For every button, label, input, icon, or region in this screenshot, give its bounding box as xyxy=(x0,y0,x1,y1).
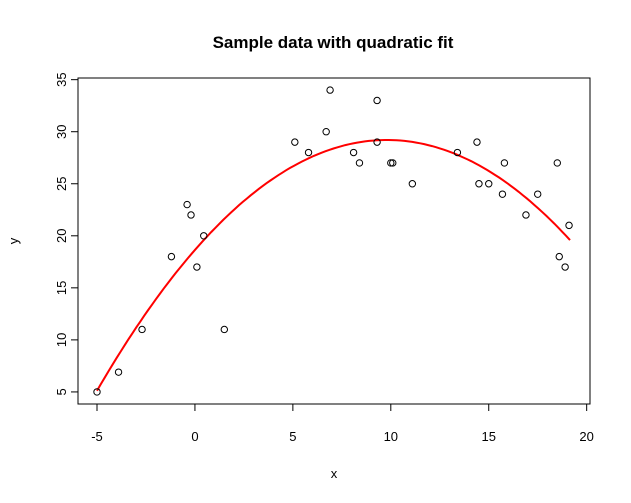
data-point xyxy=(193,263,201,271)
x-tick-label: 0 xyxy=(191,429,198,444)
data-point xyxy=(387,159,395,167)
data-point xyxy=(114,368,123,376)
data-point xyxy=(565,221,573,230)
data-point xyxy=(408,180,417,188)
data-point xyxy=(167,252,176,261)
data-point xyxy=(220,325,229,334)
data-point xyxy=(500,159,509,167)
x-tick-label: 10 xyxy=(384,429,398,444)
data-point xyxy=(326,86,334,94)
plot-box xyxy=(77,77,591,405)
y-tick-label: 10 xyxy=(54,333,69,347)
data-point xyxy=(291,138,299,146)
y-tick-label: 35 xyxy=(54,72,69,86)
data-point xyxy=(534,190,542,198)
data-point xyxy=(553,159,561,167)
data-point xyxy=(561,263,569,271)
data-point xyxy=(498,190,507,198)
data-point xyxy=(373,96,381,105)
y-tick-label: 20 xyxy=(54,229,69,243)
data-point xyxy=(373,138,381,146)
data-point xyxy=(485,180,493,188)
y-tick-label: 5 xyxy=(54,388,69,395)
x-tick-label: 5 xyxy=(289,429,296,444)
chart-title: Sample data with quadratic fit xyxy=(213,33,454,52)
data-point xyxy=(522,211,530,219)
y-axis: 5 10 15 20 25 30 35 xyxy=(54,72,79,396)
y-axis-label: y xyxy=(6,237,21,244)
data-point xyxy=(355,159,364,167)
y-tick-label: 15 xyxy=(54,281,69,295)
data-point xyxy=(453,148,462,157)
data-point xyxy=(475,180,483,188)
data-point xyxy=(187,211,195,219)
x-tick-label: -5 xyxy=(91,429,103,444)
x-tick-label: 20 xyxy=(579,429,593,444)
y-tick-label: 25 xyxy=(54,177,69,191)
data-point xyxy=(349,148,358,157)
data-point xyxy=(322,128,330,136)
data-points xyxy=(93,86,573,396)
x-tick-label: 15 xyxy=(482,429,496,444)
data-point xyxy=(183,200,191,209)
x-axis-label: x xyxy=(331,466,338,481)
data-point xyxy=(200,232,208,240)
data-point xyxy=(389,159,397,167)
quadratic-fit-line xyxy=(96,139,571,392)
data-point xyxy=(473,138,481,146)
data-point xyxy=(304,148,313,157)
data-point xyxy=(138,325,146,334)
data-point xyxy=(93,388,101,396)
data-point xyxy=(555,252,563,261)
x-axis: -5 0 5 10 15 20 xyxy=(91,403,594,444)
y-tick-label: 30 xyxy=(54,124,69,138)
